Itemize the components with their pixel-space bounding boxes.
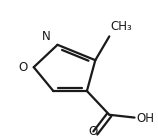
Text: N: N: [42, 30, 51, 43]
Text: CH₃: CH₃: [111, 20, 132, 33]
Text: O: O: [18, 61, 27, 74]
Text: OH: OH: [136, 112, 154, 125]
Text: O: O: [88, 125, 97, 138]
